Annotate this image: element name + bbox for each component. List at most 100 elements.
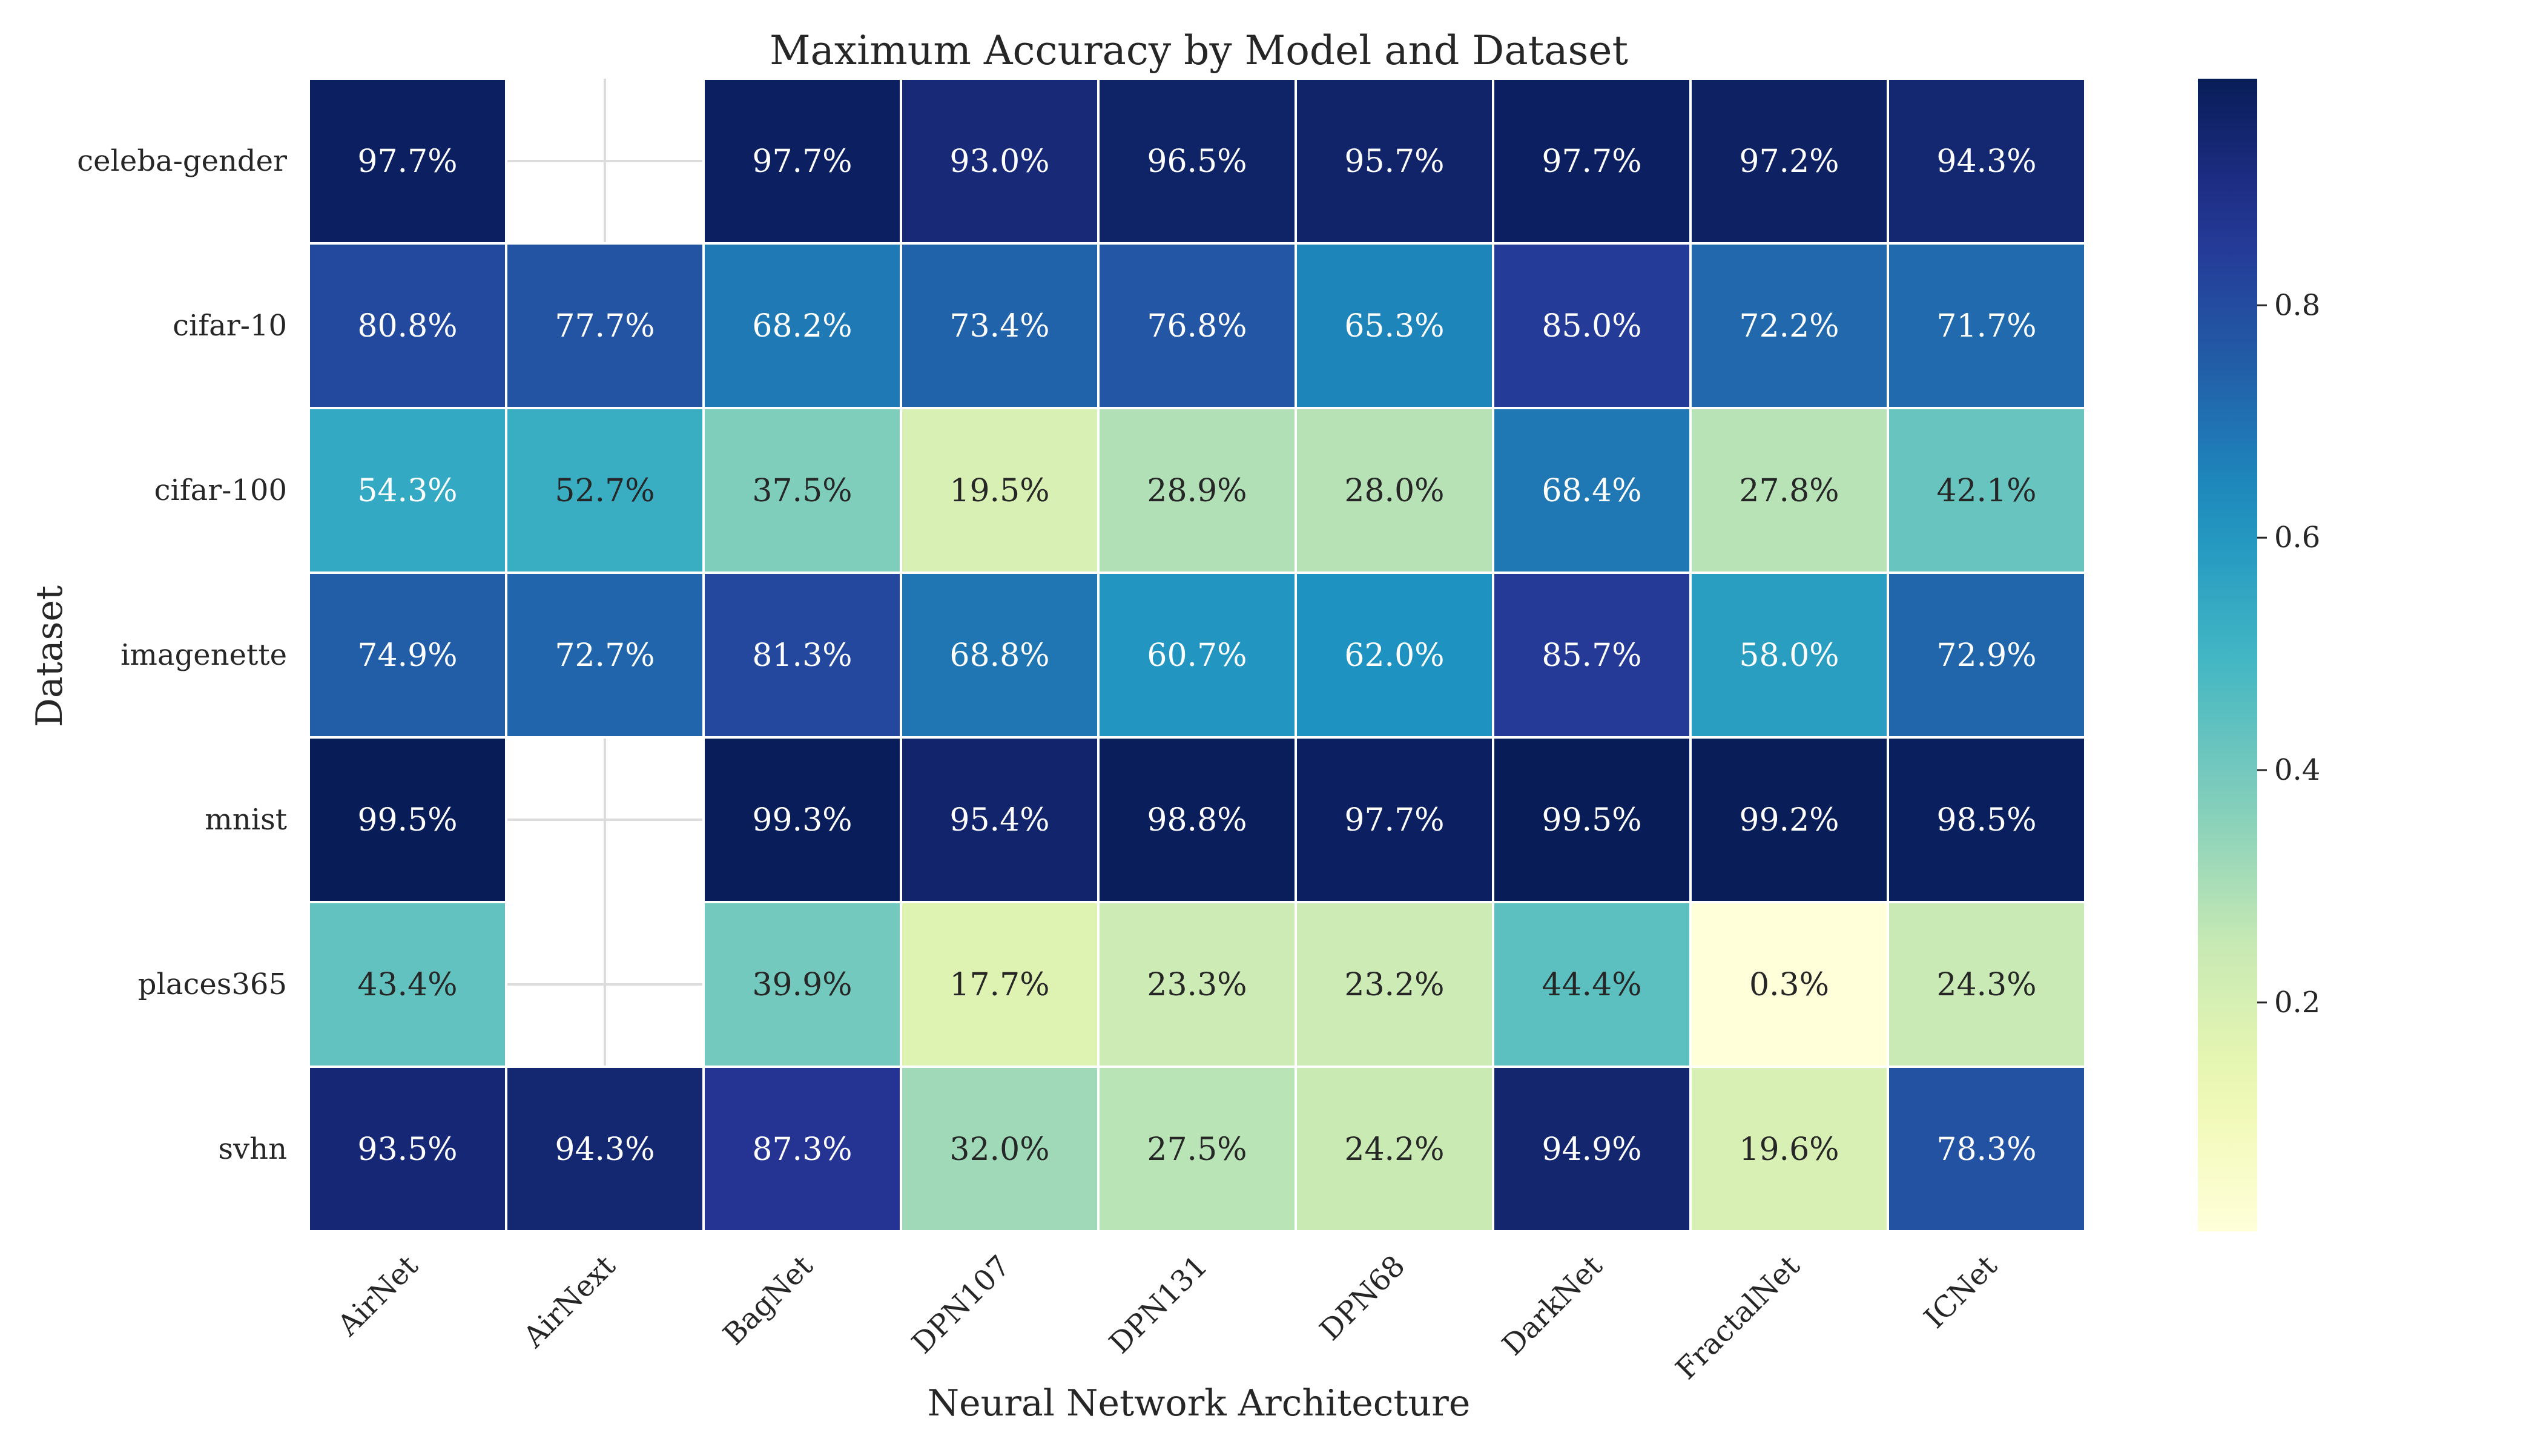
heatmap-cell <box>505 407 705 574</box>
cell-value-label: 76.8% <box>1147 308 1247 344</box>
cell-value-label: 95.4% <box>949 802 1049 838</box>
cell-value-label: 39.9% <box>752 967 852 1003</box>
heatmap-cell <box>1492 77 1692 245</box>
heatmap-cell <box>702 736 902 903</box>
cell-value-label: 99.2% <box>1739 802 1839 838</box>
heatmap-cell <box>1097 572 1297 739</box>
heatmap-cell <box>1689 736 1889 903</box>
y-axis-label: Dataset <box>28 585 71 727</box>
cell-value-label: 94.3% <box>555 1132 655 1168</box>
cell-value-label: 73.4% <box>949 308 1049 344</box>
cell-value-label: 93.0% <box>949 143 1049 180</box>
heatmap-cell <box>1492 407 1692 574</box>
cell-value-label: 97.7% <box>357 143 457 180</box>
heatmap-cell <box>1295 736 1494 903</box>
heatmap-cell <box>1097 901 1297 1068</box>
heatmap-cell <box>1492 572 1692 739</box>
y-tick-label: places365 <box>138 967 287 1001</box>
cell-value-label: 68.4% <box>1542 473 1641 509</box>
cell-value-label: 94.3% <box>1936 143 2036 180</box>
colorbar-tick-label: 0.8 <box>2274 288 2320 322</box>
heatmap-cell <box>1295 77 1494 245</box>
cell-value-label: 85.0% <box>1542 308 1641 344</box>
cell-value-label: 62.0% <box>1344 637 1444 674</box>
cell-value-label: 0.3% <box>1749 967 1829 1003</box>
cell-value-label: 98.5% <box>1936 802 2036 838</box>
colorbar: 0.2 0.4 0.6 0.8 <box>2198 79 2320 1231</box>
heatmap-cell <box>900 736 1100 903</box>
heatmap-cell <box>1097 407 1297 574</box>
cell-value-label: 65.3% <box>1344 308 1444 344</box>
cell-value-label: 97.7% <box>752 143 852 180</box>
cell-value-label: 77.7% <box>555 308 655 344</box>
cell-value-label: 24.3% <box>1936 967 2036 1003</box>
cell-value-label: 98.8% <box>1147 802 1247 838</box>
cell-value-label: 80.8% <box>357 308 457 344</box>
cell-value-label: 24.2% <box>1344 1132 1444 1168</box>
cell-value-label: 19.6% <box>1739 1132 1839 1168</box>
cell-value-label: 37.5% <box>752 473 852 509</box>
cell-value-label: 93.5% <box>357 1132 457 1168</box>
heatmap-cell <box>1887 901 2086 1068</box>
cell-value-label: 58.0% <box>1739 637 1839 674</box>
heatmap-cell <box>308 1066 507 1233</box>
cell-value-label: 81.3% <box>752 637 852 674</box>
cell-value-label: 19.5% <box>949 473 1049 509</box>
cell-value-label: 32.0% <box>949 1132 1049 1168</box>
cell-value-label: 99.3% <box>752 802 852 838</box>
colorbar-tick-label: 0.6 <box>2274 521 2320 555</box>
cell-value-label: 72.2% <box>1739 308 1839 344</box>
heatmap-cell <box>702 242 902 409</box>
y-tick-label: imagenette <box>120 638 287 672</box>
y-tick-label: celeba-gender <box>77 144 287 178</box>
cell-value-label: 74.9% <box>357 637 457 674</box>
cell-value-label: 97.7% <box>1344 802 1444 838</box>
heatmap-cell <box>1887 736 2086 903</box>
cell-value-label: 23.3% <box>1147 967 1247 1003</box>
cell-value-label: 27.5% <box>1147 1132 1247 1168</box>
heatmap-cell <box>1097 736 1297 903</box>
heatmap-cell <box>308 242 507 409</box>
heatmap-cell <box>1492 901 1692 1068</box>
heatmap-cell <box>308 77 507 245</box>
x-axis-label: Neural Network Architecture <box>928 1382 1471 1425</box>
heatmap-cell <box>900 1066 1100 1233</box>
heatmap-cell <box>505 1066 705 1233</box>
heatmap-cell <box>1887 407 2086 574</box>
y-tick-label: cifar-100 <box>154 473 287 507</box>
heatmap-cell <box>1295 901 1494 1068</box>
cell-value-label: 27.8% <box>1739 473 1839 509</box>
heatmap-cell <box>1295 242 1494 409</box>
heatmap-cell <box>1492 736 1692 903</box>
cell-value-label: 60.7% <box>1147 637 1247 674</box>
heatmap-cell <box>1689 77 1889 245</box>
colorbar-tick-label: 0.4 <box>2274 753 2320 787</box>
heatmap-cell <box>505 242 705 409</box>
cell-value-label: 17.7% <box>949 967 1049 1003</box>
heatmap-cell <box>1689 572 1889 739</box>
cell-value-label: 87.3% <box>752 1132 852 1168</box>
cell-value-label: 99.5% <box>1542 802 1641 838</box>
heatmap-cells: 97.7% 97.7% 93.0% 96.5% 95.7% 97.7% 97.2% 94.3%… <box>308 77 2086 1233</box>
heatmap-cell <box>1295 407 1494 574</box>
cell-value-label: 99.5% <box>357 802 457 838</box>
chart-title: Maximum Accuracy by Model and Dataset <box>770 27 1628 74</box>
heatmap-cell <box>1295 1066 1494 1233</box>
cell-value-label: 43.4% <box>357 967 457 1003</box>
heatmap-cell <box>900 572 1100 739</box>
cell-value-label: 52.7% <box>555 473 655 509</box>
heatmap-cell <box>1492 242 1692 409</box>
heatmap-cell <box>1097 242 1297 409</box>
heatmap-cell <box>308 901 507 1068</box>
y-tick-label: svhn <box>218 1132 287 1166</box>
cell-value-label: 95.7% <box>1344 143 1444 180</box>
y-tick-label: mnist <box>205 803 287 837</box>
heatmap-cell <box>1097 77 1297 245</box>
heatmap-cell <box>1887 572 2086 739</box>
heatmap-cell <box>1492 1066 1692 1233</box>
heatmap-cell <box>1689 407 1889 574</box>
colorbar-gradient <box>2198 79 2257 1231</box>
cell-value-label: 97.2% <box>1739 143 1839 180</box>
